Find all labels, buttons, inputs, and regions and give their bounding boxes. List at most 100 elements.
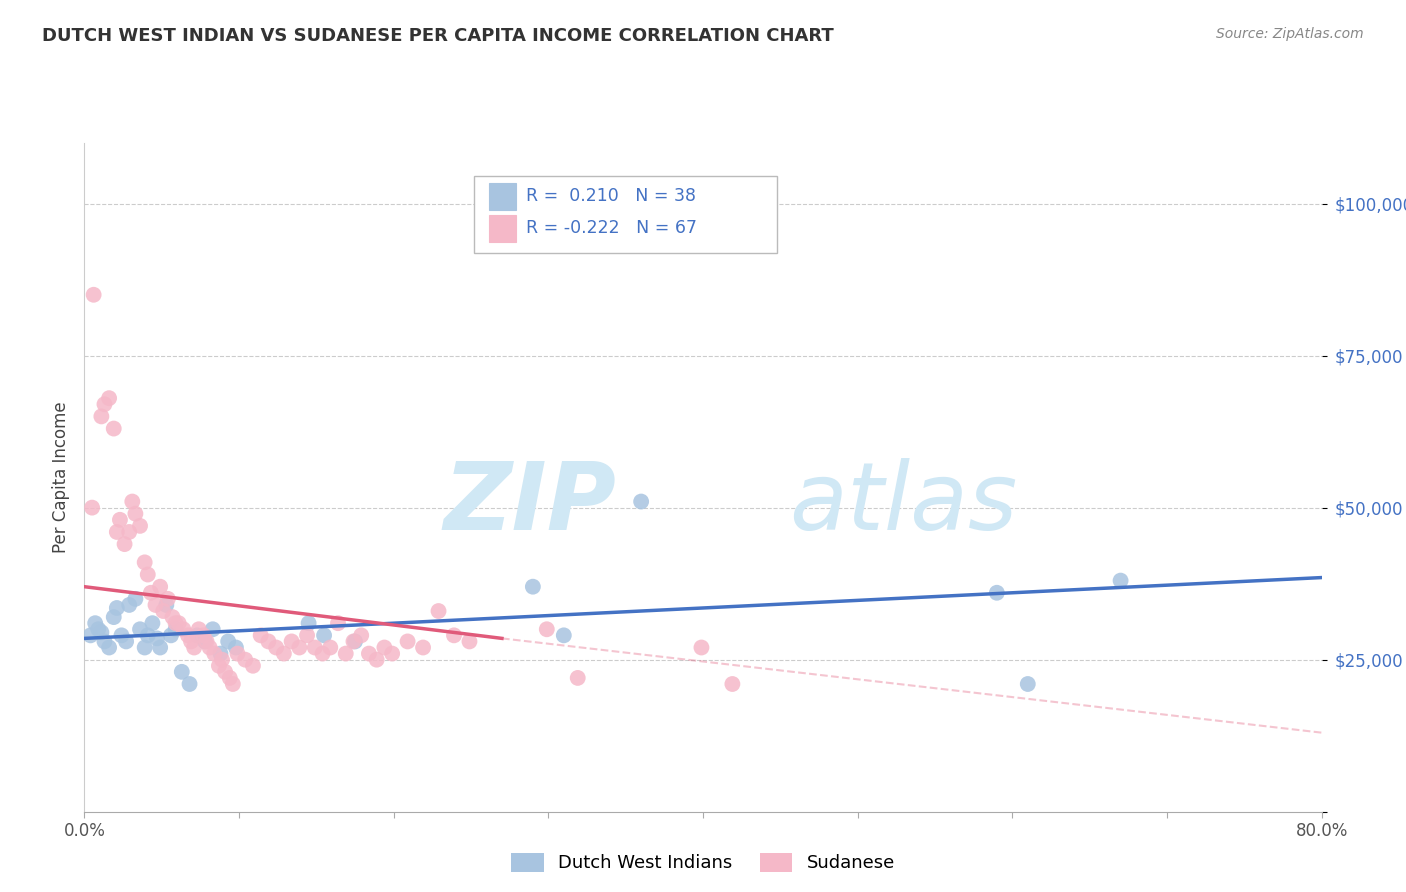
Point [172, 622, 194, 636]
Point [217, 634, 239, 648]
Point [149, 580, 172, 594]
Text: DUTCH WEST INDIAN VS SUDANESE PER CAPITA INCOME CORRELATION CHART: DUTCH WEST INDIAN VS SUDANESE PER CAPITA… [42, 27, 834, 45]
Point [1017, 677, 1039, 691]
Point [209, 647, 232, 661]
Point [312, 628, 335, 642]
Point [152, 604, 174, 618]
Point [208, 658, 231, 673]
Point [225, 640, 247, 655]
Point [396, 634, 419, 648]
Point [373, 640, 395, 655]
Point [136, 628, 159, 642]
Point [211, 653, 233, 667]
Point [304, 640, 326, 655]
Point [165, 622, 187, 636]
Point [114, 537, 136, 551]
Legend: Dutch West Indians, Sudanese: Dutch West Indians, Sudanese [503, 846, 903, 880]
Point [567, 671, 589, 685]
Point [257, 634, 280, 648]
Point [165, 616, 187, 631]
Text: atlas: atlas [790, 458, 1018, 549]
Point [108, 513, 131, 527]
Point [295, 628, 318, 642]
Point [536, 622, 558, 636]
Point [79, 628, 101, 642]
Point [139, 586, 162, 600]
Point [179, 677, 201, 691]
Point [198, 640, 221, 655]
Point [443, 628, 465, 642]
Point [98, 640, 121, 655]
Point [180, 634, 202, 648]
Point [83, 287, 105, 301]
Text: R =  0.210   N = 38: R = 0.210 N = 38 [526, 187, 696, 205]
Point [93, 397, 115, 411]
Point [342, 634, 364, 648]
Point [105, 601, 128, 615]
Point [288, 640, 311, 655]
Point [110, 628, 132, 642]
Point [160, 628, 183, 642]
Point [522, 580, 544, 594]
Point [82, 500, 104, 515]
Point [134, 555, 156, 569]
Point [136, 567, 159, 582]
Point [202, 647, 225, 661]
Point [195, 634, 218, 648]
Point [183, 640, 205, 655]
Point [264, 640, 287, 655]
Point [214, 665, 236, 679]
Point [90, 625, 112, 640]
Point [226, 647, 249, 661]
Y-axis label: Per Capita Income: Per Capita Income [52, 401, 70, 553]
Point [187, 622, 209, 636]
Point [1109, 574, 1132, 588]
Point [155, 598, 177, 612]
Point [129, 519, 152, 533]
Point [335, 647, 357, 661]
Text: Source: ZipAtlas.com: Source: ZipAtlas.com [1216, 27, 1364, 41]
Point [146, 632, 169, 646]
Point [721, 677, 744, 691]
Point [103, 610, 125, 624]
Point [273, 647, 295, 661]
Point [458, 634, 481, 648]
Point [350, 628, 373, 642]
Point [280, 634, 302, 648]
Point [630, 494, 652, 508]
Point [121, 494, 143, 508]
Point [690, 640, 713, 655]
Point [167, 616, 190, 631]
Point [93, 634, 115, 648]
Point [124, 591, 146, 606]
Point [145, 598, 167, 612]
Point [193, 628, 215, 642]
Point [222, 677, 245, 691]
Point [194, 634, 217, 648]
Point [105, 524, 128, 539]
Point [149, 640, 172, 655]
Point [381, 647, 404, 661]
Point [986, 586, 1008, 600]
Point [311, 647, 333, 661]
Point [249, 628, 271, 642]
Point [134, 640, 156, 655]
Point [170, 665, 193, 679]
Point [218, 671, 240, 685]
Point [177, 628, 200, 642]
Point [118, 524, 141, 539]
Point [141, 616, 163, 631]
Point [233, 653, 256, 667]
Point [427, 604, 450, 618]
Point [319, 640, 342, 655]
Point [553, 628, 575, 642]
Point [162, 610, 184, 624]
Point [118, 598, 141, 612]
Point [366, 653, 388, 667]
Point [87, 622, 110, 636]
Point [343, 634, 366, 648]
Point [357, 647, 380, 661]
Point [326, 616, 349, 631]
Text: ZIP: ZIP [443, 458, 616, 550]
Point [156, 591, 179, 606]
